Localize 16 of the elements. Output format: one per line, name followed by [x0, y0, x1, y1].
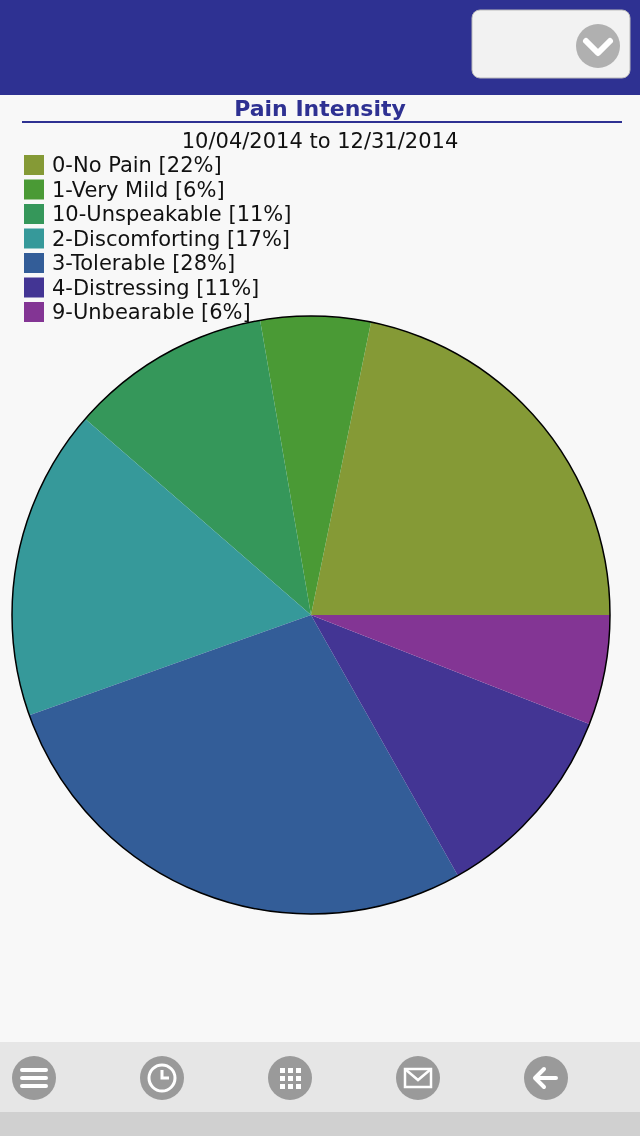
pie-slice	[85, 320, 311, 615]
legend-label: 10-Unspeakable [11%]	[52, 202, 292, 226]
pie-slice	[311, 322, 610, 615]
legend-label: 9-Unbearable [6%]	[52, 300, 251, 324]
legend-label: 3-Tolerable [28%]	[52, 251, 236, 275]
legend-label: 4-Distressing [11%]	[52, 275, 260, 300]
legend-label: 0-No Pain [22%]	[52, 153, 222, 177]
pie-slice	[311, 615, 610, 725]
chart-title: Pain Intensity	[234, 96, 406, 121]
legend-label: 1-Very Mild [6%]	[52, 177, 225, 202]
pie-slice	[12, 418, 311, 716]
pie-slice	[29, 615, 458, 914]
pie-slice	[311, 615, 590, 876]
legend-label: 2-Discomforting [17%]	[52, 226, 291, 251]
pie-slice	[260, 316, 372, 615]
chart-subtitle: 10/04/2014 to 12/31/2014	[181, 129, 459, 153]
